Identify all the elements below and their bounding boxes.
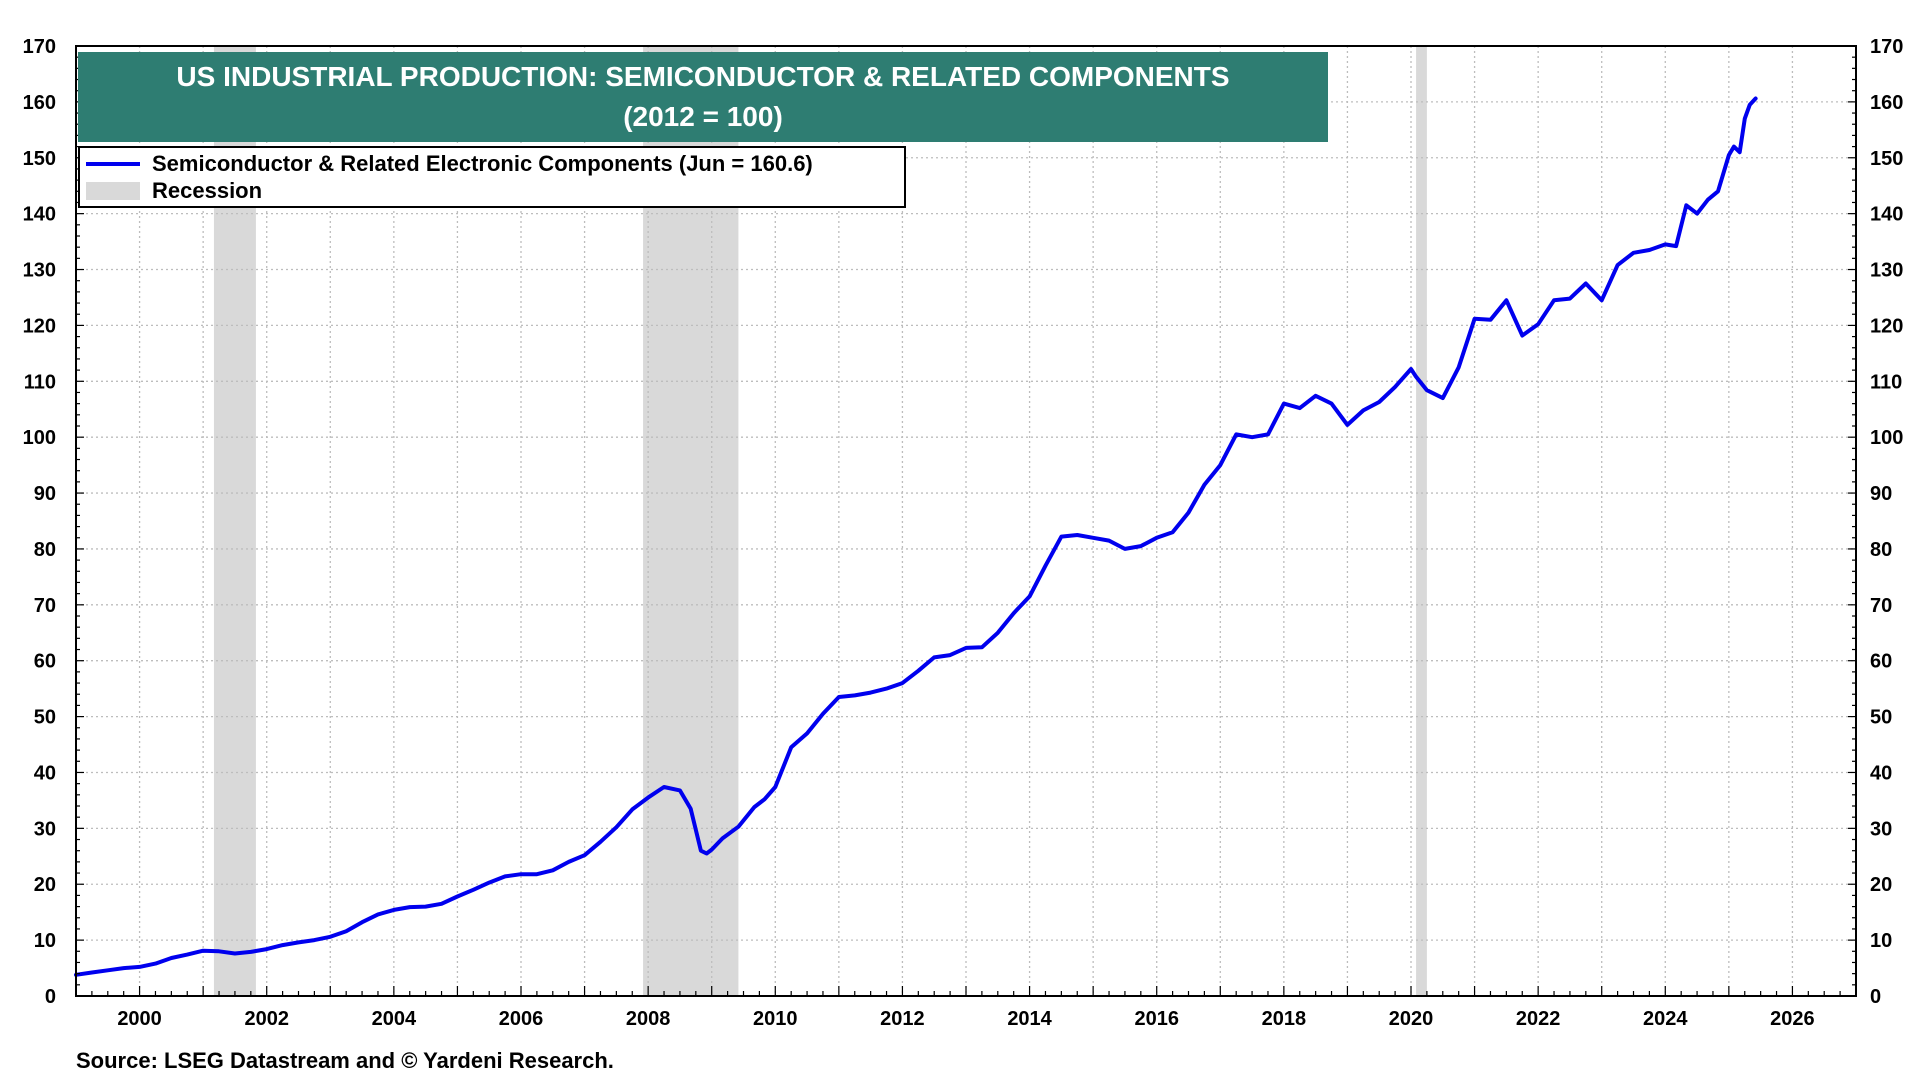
y-tick-label-left: 10 <box>34 930 56 952</box>
source-note: Source: LSEG Datastream and © Yardeni Re… <box>76 1048 614 1073</box>
x-tick-label: 2022 <box>1516 1008 1561 1030</box>
x-tick-label: 2024 <box>1643 1008 1688 1030</box>
y-tick-label-left: 150 <box>23 148 56 170</box>
series-line <box>74 96 1758 977</box>
x-tick-label: 2026 <box>1770 1008 1815 1030</box>
x-tick-label: 2016 <box>1134 1008 1179 1030</box>
y-tick-label-right: 100 <box>1870 427 1903 449</box>
y-tick-label-right: 50 <box>1870 707 1892 729</box>
x-tick-label: 2018 <box>1262 1008 1307 1030</box>
x-tick-label: 2004 <box>372 1008 417 1030</box>
y-tick-label-left: 140 <box>23 204 56 226</box>
x-tick-label: 2012 <box>880 1008 925 1030</box>
y-tick-label-right: 0 <box>1870 986 1881 1008</box>
y-tick-label-left: 40 <box>34 762 56 784</box>
y-tick-label-right: 30 <box>1870 818 1892 840</box>
y-tick-label-right: 80 <box>1870 539 1892 561</box>
y-tick-label-right: 20 <box>1870 874 1892 896</box>
y-tick-label-left: 110 <box>24 371 56 393</box>
legend-item-series: Semiconductor & Related Electronic Compo… <box>86 151 813 177</box>
x-tick-label: 2000 <box>117 1008 162 1030</box>
chart-subtitle: (2012 = 100) <box>623 101 783 132</box>
y-tick-label-right: 70 <box>1870 595 1892 617</box>
y-tick-label-right: 110 <box>1870 371 1902 393</box>
y-tick-label-left: 100 <box>23 427 56 449</box>
y-tick-label-left: 170 <box>23 36 56 58</box>
y-tick-label-left: 60 <box>34 651 56 673</box>
y-tick-label-left: 20 <box>34 874 56 896</box>
x-tick-label: 2010 <box>753 1008 798 1030</box>
y-tick-label-right: 140 <box>1870 204 1903 226</box>
series-lines <box>74 96 1758 977</box>
legend-swatch-box <box>86 182 140 200</box>
gridlines <box>76 46 1856 996</box>
x-tick-label: 2008 <box>626 1008 671 1030</box>
y-tick-label-left: 0 <box>45 986 56 1008</box>
y-tick-label-right: 150 <box>1870 148 1903 170</box>
y-tick-label-left: 90 <box>34 483 56 505</box>
y-tick-label-right: 10 <box>1870 930 1892 952</box>
legend-swatch-line <box>86 162 140 166</box>
y-tick-label-left: 30 <box>34 818 56 840</box>
x-tick-label: 2002 <box>244 1008 289 1030</box>
y-tick-label-right: 90 <box>1870 483 1892 505</box>
legend-label-recession: Recession <box>152 178 263 203</box>
chart-title: US INDUSTRIAL PRODUCTION: SEMICONDUCTOR … <box>176 61 1230 92</box>
y-tick-label-left: 120 <box>23 315 56 337</box>
y-tick-label-right: 60 <box>1870 651 1892 673</box>
legend-item-recession: Recession <box>86 178 262 204</box>
y-tick-label-left: 50 <box>34 707 56 729</box>
y-tick-label-right: 130 <box>1870 260 1903 282</box>
chart-legend: Semiconductor & Related Electronic Compo… <box>78 146 906 208</box>
y-tick-label-right: 120 <box>1870 315 1903 337</box>
y-tick-label-left: 160 <box>23 92 56 114</box>
recession-band <box>1416 46 1427 996</box>
legend-label-series: Semiconductor & Related Electronic Compo… <box>152 151 813 176</box>
y-tick-label-right: 170 <box>1870 36 1903 58</box>
y-tick-label-left: 130 <box>23 260 56 282</box>
y-tick-label-right: 40 <box>1870 762 1892 784</box>
x-tick-label: 2020 <box>1389 1008 1434 1030</box>
x-tick-label: 2006 <box>499 1008 544 1030</box>
y-tick-label-left: 80 <box>34 539 56 561</box>
y-tick-label-left: 70 <box>34 595 56 617</box>
axes <box>75 45 1857 997</box>
x-tick-label: 2014 <box>1007 1008 1052 1030</box>
chart-title-box: US INDUSTRIAL PRODUCTION: SEMICONDUCTOR … <box>78 52 1328 142</box>
y-tick-label-right: 160 <box>1870 92 1903 114</box>
